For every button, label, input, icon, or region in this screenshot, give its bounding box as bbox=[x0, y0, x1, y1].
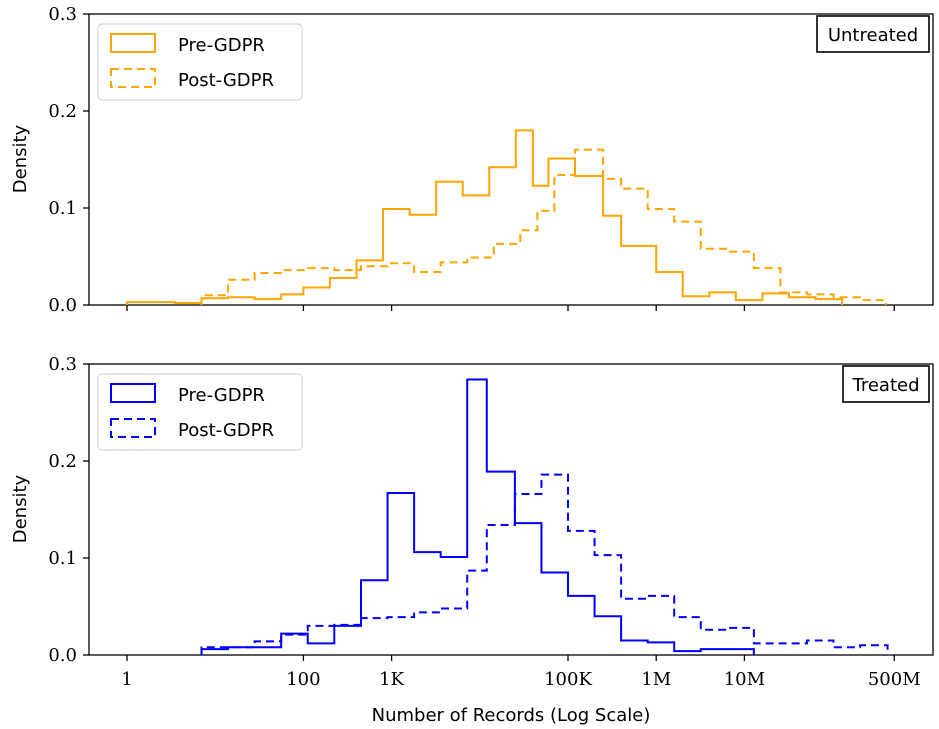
legend-label-post: Post-GDPR bbox=[178, 70, 274, 91]
x-tick-label: 100 bbox=[286, 669, 320, 690]
badge-box bbox=[816, 15, 930, 53]
panel-treated-frame bbox=[88, 363, 934, 656]
legend-swatch-pre bbox=[110, 383, 156, 403]
series-post-gdpr-step-line bbox=[200, 473, 889, 655]
panel-treated-xticks: 1 100 1K 100K 1M 10M 500M bbox=[121, 655, 921, 690]
y-tick-label: 0.3 bbox=[48, 4, 77, 25]
legend-box bbox=[97, 373, 303, 451]
x-tick-label: 100K bbox=[544, 669, 592, 690]
y-tick-label: 0.3 bbox=[48, 354, 77, 375]
panel-treated-yticks: 0.0 0.1 0.2 0.3 bbox=[48, 354, 89, 666]
y-tick-label: 0.0 bbox=[48, 645, 77, 666]
x-tick-label: 1K bbox=[379, 669, 404, 690]
panel-untreated: 0.00.10.20.3 Density Pre-GDPR Post-GDPR … bbox=[10, 4, 934, 316]
panel-treated-series bbox=[200, 378, 889, 655]
legend-label-pre: Pre-GDPR bbox=[178, 35, 265, 56]
x-axis-title: Number of Records (Log Scale) bbox=[372, 705, 651, 726]
x-tick-label: 10M bbox=[724, 669, 765, 690]
legend-swatch-pre bbox=[110, 33, 156, 53]
panel-treated-legend: Pre-GDPR Post-GDPR bbox=[97, 373, 303, 451]
panel-untreated-ylabel: Density bbox=[10, 124, 31, 193]
panel-untreated-yticks: 0.0 0.1 0.2 0.3 bbox=[48, 4, 89, 316]
panel-treated: 0.0 0.1 0.2 0.3 1 100 1K 100K 1M 10M 500M Density… bbox=[10, 354, 934, 726]
y-tick-label: 0.1 bbox=[48, 198, 77, 219]
x-tick-label: 500M bbox=[868, 669, 921, 690]
x-tick-label: 1 bbox=[121, 669, 132, 690]
legend-label-pre: Pre-GDPR bbox=[178, 385, 265, 406]
panel-untreated-badge: Untreated bbox=[816, 15, 930, 53]
y-tick-label: 0.0 bbox=[48, 295, 77, 316]
panel-untreated-frame bbox=[88, 13, 934, 306]
panel-untreated-xticks bbox=[126, 305, 895, 311]
y-tick-label: 0.1 bbox=[48, 548, 77, 569]
badge-box bbox=[842, 365, 930, 403]
panel-treated-badge: Treated bbox=[842, 365, 930, 403]
panel-untreated-legend: Pre-GDPR Post-GDPR bbox=[97, 23, 303, 101]
legend-label-post: Post-GDPR bbox=[178, 420, 274, 441]
y-tick-label: 0.2 bbox=[48, 101, 77, 122]
legend-swatch-post bbox=[110, 68, 156, 88]
y-tick-label: 0.2 bbox=[48, 451, 77, 472]
panel-untreated-series bbox=[126, 129, 887, 305]
series-post-gdpr-step-line bbox=[200, 148, 887, 305]
panel-treated-ylabel: Density bbox=[10, 474, 31, 543]
series-pre-gdpr-step-line bbox=[126, 129, 844, 305]
x-tick-label: 1M bbox=[641, 669, 671, 690]
legend-box bbox=[97, 23, 303, 101]
badge-label: Treated bbox=[851, 375, 919, 396]
badge-label: Untreated bbox=[828, 25, 918, 46]
legend-swatch-post bbox=[110, 418, 156, 438]
